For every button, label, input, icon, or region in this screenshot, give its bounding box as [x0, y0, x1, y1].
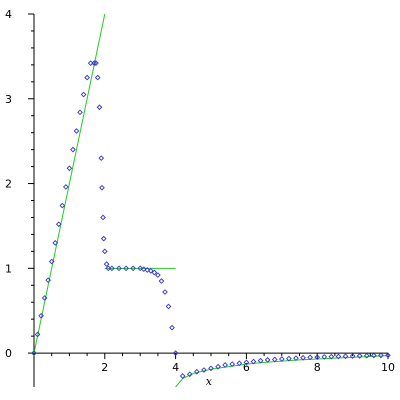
axes: [33, 14, 388, 387]
x-tick-label: 4: [172, 361, 179, 374]
data-point: [55, 221, 62, 228]
data-point: [342, 353, 349, 360]
data-point: [208, 365, 214, 372]
data-point: [91, 60, 98, 67]
x-tick-label: 10: [381, 361, 395, 374]
data-point: [186, 371, 193, 378]
data-point: [130, 265, 136, 272]
data-point: [103, 261, 110, 267]
data-point: [250, 358, 257, 365]
x-tick-label: 8: [314, 361, 321, 374]
data-point: [236, 360, 243, 367]
data-point: [45, 277, 51, 284]
data-point: [215, 363, 221, 370]
data-point: [147, 268, 154, 274]
data-point: [201, 367, 207, 373]
data-point: [41, 295, 48, 301]
data-point: [34, 331, 41, 338]
y-tick-label: 4: [5, 8, 12, 21]
x-tick-label: 6: [243, 361, 250, 374]
data-point: [116, 265, 122, 272]
data-point: [271, 356, 278, 363]
data-point: [264, 357, 271, 363]
data-point: [300, 354, 306, 361]
curve-series: [33, 13, 389, 388]
data-point: [100, 214, 106, 221]
data-point: [328, 353, 335, 360]
data-point: [48, 258, 55, 265]
data-point: [169, 324, 175, 331]
data-point: [52, 240, 59, 246]
y-tick-label: 2: [5, 178, 12, 191]
data-point: [293, 355, 299, 362]
data-point: [123, 265, 129, 272]
data-point: [101, 248, 108, 255]
data-point: [158, 278, 165, 284]
axis-ticks: 2 4 6 8 10 0 1 2 3 4: [5, 8, 395, 374]
data-point: [70, 146, 76, 153]
data-point: [155, 272, 161, 278]
data-point: [73, 128, 80, 134]
y-tick-label: 3: [5, 93, 12, 106]
data-point: [356, 353, 363, 359]
data-point: [151, 269, 158, 276]
data-point: [222, 362, 228, 368]
data-point: [96, 104, 103, 111]
data-point: [179, 373, 186, 379]
y-tick-label: 0: [5, 347, 12, 360]
data-point: [59, 202, 66, 209]
data-point: [140, 266, 147, 273]
data-point: [98, 155, 105, 161]
data-point: [63, 184, 69, 190]
data-point: [385, 352, 391, 359]
x-axis-title: x: [206, 375, 213, 388]
data-point: [80, 91, 87, 98]
y-tick-label: 1: [5, 262, 12, 275]
data-point: [371, 352, 377, 359]
data-point: [162, 289, 168, 295]
data-point: [137, 265, 144, 272]
data-point: [99, 184, 105, 191]
data-point: [378, 352, 384, 359]
data-point: [229, 361, 236, 367]
data-point: [314, 354, 321, 360]
data-point: [321, 354, 328, 360]
data-point: [363, 352, 370, 359]
data-point: [335, 353, 342, 360]
x-tick-label: 2: [101, 361, 108, 374]
data-point: [194, 368, 200, 375]
data-point: [66, 165, 73, 172]
data-point: [172, 350, 179, 356]
data-point: [144, 267, 151, 273]
point-series: [31, 60, 391, 379]
data-point: [77, 109, 83, 116]
data-point: [94, 74, 101, 81]
data-point: [286, 355, 292, 362]
data-point: [38, 312, 44, 319]
data-point: [109, 265, 115, 272]
data-point: [84, 74, 90, 81]
data-point: [100, 235, 107, 242]
data-point: [165, 303, 172, 310]
data-point: [93, 60, 99, 67]
data-point: [349, 353, 356, 359]
data-point: [257, 357, 264, 364]
data-point: [243, 359, 250, 366]
data-point: [307, 354, 313, 361]
data-point: [31, 350, 37, 356]
data-point: [278, 356, 285, 362]
